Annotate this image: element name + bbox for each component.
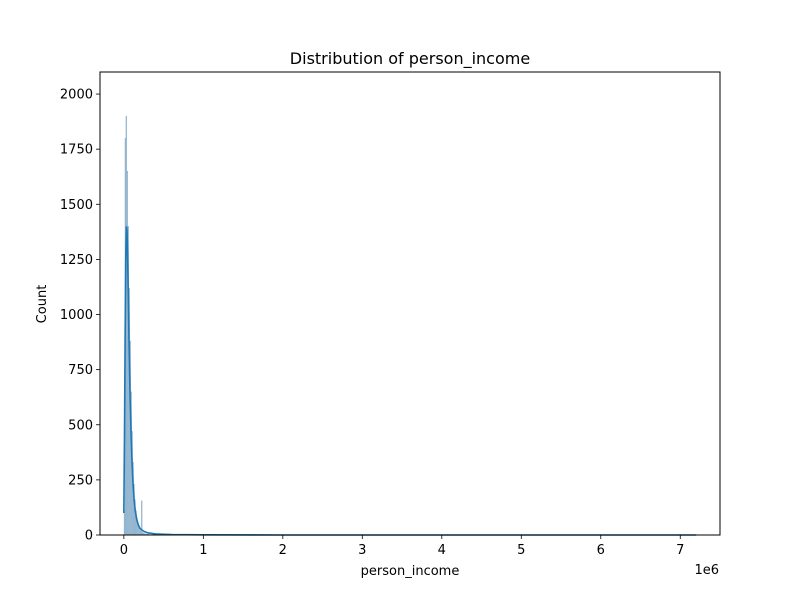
- x-tick-label: 5: [517, 543, 525, 558]
- plot-frame: [99, 71, 721, 536]
- y-tick-label: 1500: [60, 198, 93, 213]
- x-tick-label: 6: [597, 543, 605, 558]
- y-tick-label: 500: [68, 418, 93, 433]
- y-tick-label: 0: [85, 529, 93, 544]
- x-tick-label: 3: [358, 543, 366, 558]
- x-axis-ticks: 0 1 2 3 4 5 6 7: [120, 535, 684, 558]
- x-tick-label: 0: [120, 543, 128, 558]
- y-tick-label: 2000: [60, 88, 93, 103]
- x-tick-label: 7: [676, 543, 684, 558]
- y-tick-label: 250: [68, 473, 93, 488]
- x-tick-label: 4: [438, 543, 446, 558]
- histogram-bar: [125, 115, 128, 536]
- x-tick-label: 2: [279, 543, 287, 558]
- y-axis-ticks: 0 250 500 750 1000 1250 1500 1750 2000: [60, 88, 100, 544]
- y-tick-label: 1750: [60, 143, 93, 158]
- x-axis-offset-label: 1e6: [694, 563, 719, 578]
- x-tick-label: 1: [199, 543, 207, 558]
- y-tick-label: 1250: [60, 253, 93, 268]
- x-axis-label: person_income: [361, 564, 460, 579]
- chart-title: Distribution of person_income: [290, 49, 530, 69]
- plot-area: [100, 72, 720, 535]
- y-tick-label: 1000: [60, 308, 93, 323]
- y-axis-label: Count: [35, 285, 50, 324]
- y-tick-label: 750: [68, 363, 93, 378]
